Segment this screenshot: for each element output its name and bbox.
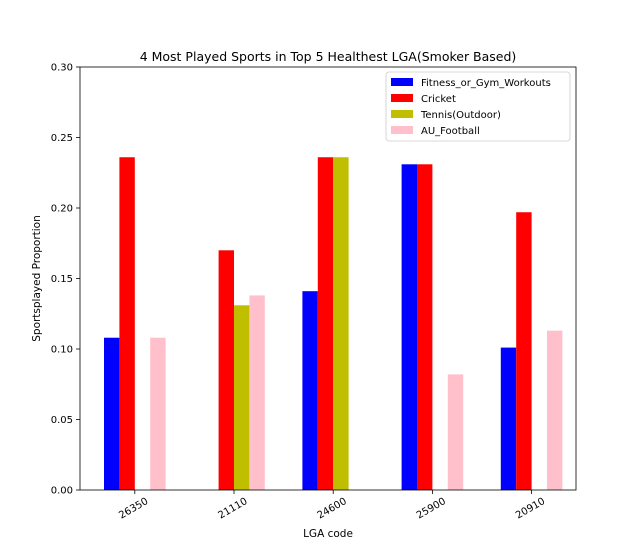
x-axis: 26350 21110 24600 25900 20910 — [117, 490, 547, 522]
bar-cricket-20910 — [516, 212, 532, 491]
y-tick-label: 0.25 — [51, 133, 73, 144]
x-tick-label: 25900 — [415, 496, 448, 521]
x-tick-label: 20910 — [514, 496, 547, 521]
y-tick-label: 0.30 — [51, 63, 73, 74]
chart-title: 4 Most Played Sports in Top 5 Healthest … — [140, 49, 517, 64]
y-tick-label: 0.15 — [51, 274, 73, 285]
legend: Fitness_or_Gym_Workouts Cricket Tennis(Out… — [385, 71, 571, 142]
bar-au-football-26350 — [150, 337, 166, 490]
bar-au-football-25900 — [447, 374, 464, 490]
y-tick-label: 0.20 — [51, 204, 73, 215]
legend-swatch — [391, 78, 413, 86]
bar-fitness-or-gym-workouts-26350 — [104, 337, 120, 490]
bar-fitness-or-gym-workouts-24600 — [302, 291, 318, 490]
bar-cricket-25900 — [417, 164, 433, 491]
legend-frame — [385, 71, 571, 142]
x-tick-label: 26350 — [117, 496, 150, 521]
bar-cricket-24600 — [317, 157, 334, 491]
bar-tennis-outdoor--24600 — [333, 157, 349, 491]
legend-swatch — [391, 126, 413, 134]
y-tick-label: 0.10 — [51, 345, 73, 356]
bar-cricket-21110 — [218, 250, 234, 490]
bar-au-football-21110 — [249, 295, 265, 490]
legend-label: Tennis(Outdoor) — [420, 110, 501, 121]
bar-cricket-26350 — [119, 157, 135, 491]
x-tick-label: 21110 — [216, 496, 249, 521]
y-axis: 0.00 0.05 0.10 0.15 0.20 0.25 0.30 — [51, 63, 80, 497]
bar-au-football-20910 — [547, 330, 563, 490]
x-tick-label: 24600 — [316, 496, 349, 521]
bar-fitness-or-gym-workouts-20910 — [500, 347, 517, 490]
bar-tennis-outdoor--21110 — [234, 305, 250, 490]
y-axis-label: Sportsplayed Proportion — [31, 215, 43, 342]
x-axis-label: LGA code — [303, 528, 353, 540]
y-tick-label: 0.05 — [51, 415, 73, 426]
legend-swatch — [391, 94, 413, 102]
y-tick-label: 0.00 — [51, 486, 73, 497]
legend-label: AU_Football — [421, 126, 480, 137]
legend-label: Cricket — [421, 94, 456, 105]
legend-swatch — [391, 110, 413, 118]
legend-label: Fitness_or_Gym_Workouts — [421, 78, 551, 89]
bars-layer — [104, 157, 563, 491]
bar-fitness-or-gym-workouts-25900 — [401, 164, 417, 491]
